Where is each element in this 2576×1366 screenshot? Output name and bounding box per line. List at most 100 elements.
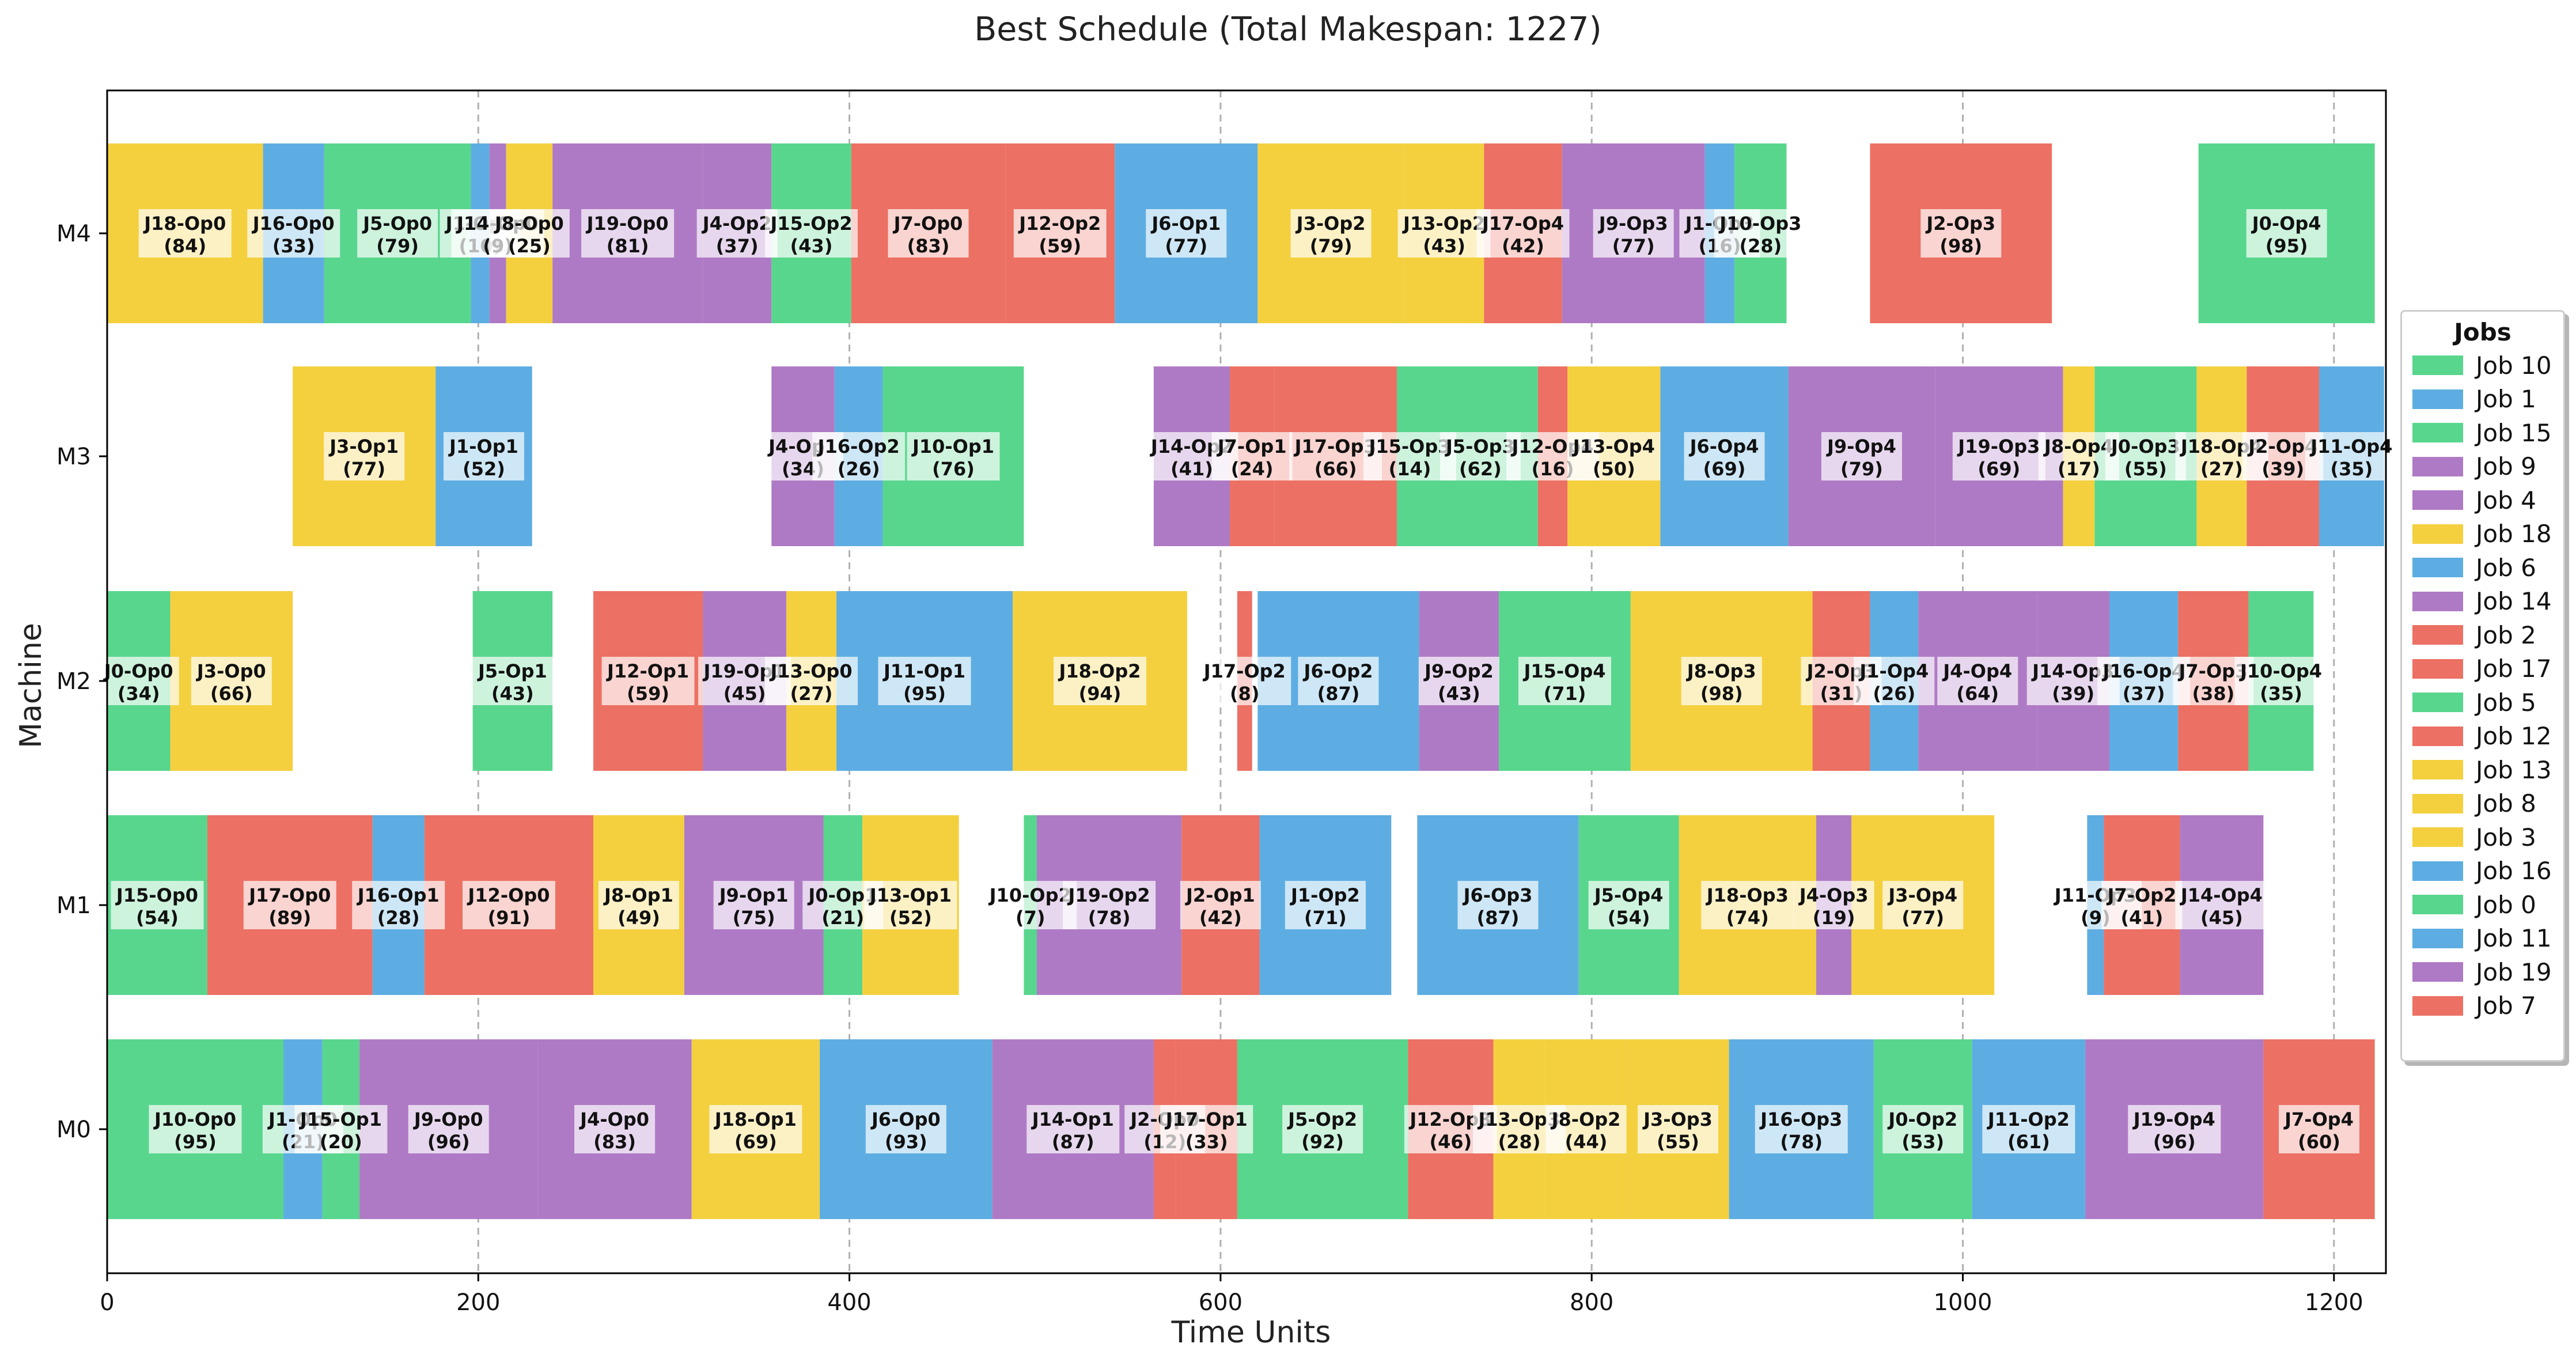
task-label-box [1714, 209, 1807, 258]
legend-item: Job 14 [2402, 585, 2563, 619]
task-duration-label: (41) [2120, 907, 2163, 929]
task-label: J12-Op0(91) [462, 881, 555, 929]
task-op-label: J10-Op2 [988, 884, 1071, 906]
task-op-label: J6-Op1 [1150, 213, 1221, 234]
y-tick-label: M1 [56, 892, 91, 919]
task-op-label: J16-Op1 [357, 884, 440, 906]
task-label: J9-Op4(79) [1821, 432, 1902, 480]
legend-swatch [2412, 524, 2463, 544]
task-label-box [1588, 881, 1669, 929]
task-op-label: J17-Op0 [248, 884, 331, 906]
task-op-label: J4-Op4 [1942, 660, 2012, 682]
task-duration-label: (69) [1703, 458, 1746, 480]
legend-item: Job 18 [2402, 517, 2563, 551]
legend-label: Job 5 [2476, 688, 2536, 717]
task-duration-label: (98) [1700, 683, 1743, 705]
task-label: J0-Op4(95) [2246, 209, 2327, 258]
task-duration-label: (28) [1498, 1131, 1541, 1153]
legend-item: Job 2 [2402, 618, 2563, 652]
task-op-label: J15-Op1 [299, 1108, 382, 1130]
task-label-box [2105, 432, 2186, 480]
task-label-box [1013, 209, 1107, 258]
task-label-box [352, 881, 445, 929]
task-op-label: J4-Op3 [1798, 884, 1869, 906]
legend-item: Job 5 [2402, 686, 2563, 720]
legend-swatch [2412, 693, 2463, 713]
task-op-label: J0-Op2 [1887, 1108, 1957, 1130]
task-duration-label: (79) [1310, 235, 1353, 257]
legend-swatch [2412, 355, 2463, 376]
legend-label: Job 9 [2476, 452, 2536, 481]
task-label: J5-Op0(79) [357, 209, 438, 258]
task-duration-label: (96) [427, 1131, 470, 1153]
task-op-label: J12-Op1 [606, 660, 689, 682]
task-label-box [713, 881, 794, 929]
task-label-box [1290, 209, 1372, 258]
legend-label: Job 15 [2476, 418, 2552, 447]
task-label-box [1920, 209, 2002, 258]
task-op-label: J10-Op0 [153, 1108, 236, 1130]
task-label: J17-Op2(8) [1198, 657, 1291, 705]
task-duration-label: (8) [1230, 683, 1260, 705]
task-op-label: J14-Op1 [1031, 1108, 1114, 1130]
legend-item: Job 12 [2402, 720, 2563, 754]
legend-item: Job 17 [2402, 652, 2563, 686]
task-duration-label: (52) [463, 458, 505, 480]
task-label-box [864, 881, 957, 929]
task-label: J3-Op0(66) [191, 657, 272, 705]
task-op-label: J15-Op3 [1367, 436, 1450, 457]
task-duration-label: (69) [1978, 458, 2020, 480]
task-duration-label: (91) [488, 907, 531, 929]
task-op-label: J4-Op2 [702, 213, 772, 234]
task-duration-label: (28) [1739, 235, 1782, 257]
legend-item: Job 8 [2402, 787, 2563, 821]
task-op-label: J16-Op2 [817, 436, 900, 457]
task-op-label: J11-Op1 [882, 660, 965, 682]
task-label: J19-Op2(78) [1063, 881, 1156, 929]
task-label-box [1681, 657, 1762, 705]
task-label: J5-Op4(54) [1588, 881, 1669, 929]
task-op-label: J8-Op0 [494, 213, 564, 234]
task-duration-label: (87) [1052, 1131, 1094, 1153]
task-duration-label: (69) [734, 1131, 777, 1153]
task-duration-label: (20) [320, 1131, 362, 1153]
task-duration-label: (41) [1170, 458, 1213, 480]
task-label-box [601, 657, 695, 705]
task-label: J4-Op0(83) [574, 1105, 656, 1153]
task-label: J16-Op2(26) [812, 432, 906, 480]
legend-item: Job 10 [2402, 349, 2563, 383]
task-label: J9-Op3(77) [1593, 209, 1674, 258]
task-op-label: J14-Op4 [2180, 884, 2263, 906]
task-label-box [709, 1105, 802, 1153]
task-duration-label: (71) [1304, 907, 1347, 929]
task-label: J14-Op4(45) [2175, 881, 2268, 929]
task-label: J1-Op2(71) [1285, 881, 1366, 929]
x-tick-label: 800 [1570, 1289, 1613, 1316]
legend: Jobs Job 10 Job 1 Job 15 Job 9 Job 4 Job 18 Jo… [2400, 310, 2565, 1062]
task-duration-label: (54) [1608, 907, 1650, 929]
legend-item: Job 7 [2402, 989, 2563, 1023]
task-label-box [1882, 881, 1964, 929]
legend-item: Job 4 [2402, 483, 2563, 517]
task-label: J6-Op2(87) [1298, 657, 1379, 705]
task-op-label: J3-Op2 [1295, 213, 1366, 234]
x-tick-label: 1000 [1934, 1289, 1992, 1316]
legend-label: Job 19 [2476, 958, 2552, 986]
task-duration-label: (49) [618, 907, 660, 929]
task-label: J7-Op0(83) [888, 209, 969, 258]
task-label: J12-Op2(59) [1013, 209, 1107, 258]
task-label-box [98, 657, 179, 705]
task-label: J19-Op0(81) [581, 209, 675, 258]
task-label: J2-Op3(98) [1920, 209, 2002, 258]
task-op-label: J7-Op1 [1217, 436, 1287, 457]
task-label: J11-Op1(95) [878, 657, 971, 705]
task-label-box [1198, 657, 1291, 705]
task-duration-label: (81) [607, 235, 649, 257]
task-label-box [865, 1105, 946, 1153]
task-label: J8-Op1(49) [598, 881, 679, 929]
task-label: J1-Op1(52) [443, 432, 524, 480]
task-op-label: J3-Op4 [1887, 884, 1957, 906]
y-tick-label: M3 [56, 444, 91, 470]
task-duration-label: (78) [1088, 907, 1131, 929]
task-label: J16-Op1(28) [352, 881, 445, 929]
